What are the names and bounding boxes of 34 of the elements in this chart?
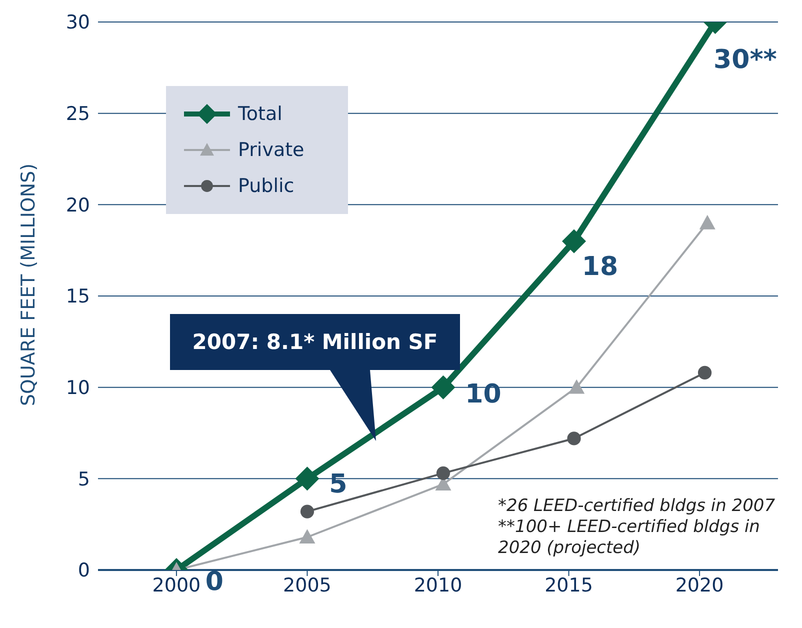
annotation: *26 LEED-certified bldgs in 2007 <box>498 496 776 517</box>
legend-label: Total <box>238 103 282 125</box>
point <box>436 466 450 480</box>
point <box>431 375 456 400</box>
x-tick-label: 2010 <box>414 574 462 596</box>
point <box>568 379 585 394</box>
data-label: 5 <box>329 470 348 500</box>
annotation: **100+ LEED-certified bldgs in 2020 (projected) <box>498 517 761 559</box>
x-tick-label: 2000 <box>152 574 201 596</box>
point <box>295 466 320 491</box>
y-tick-label: 20 <box>66 194 90 216</box>
y-tick-label: 30 <box>66 12 90 34</box>
x-tick-label: 2005 <box>283 574 332 596</box>
x-tick-label: 2015 <box>544 574 593 596</box>
legend-label: Private <box>238 139 304 161</box>
point <box>562 229 586 254</box>
data-label: 0 <box>205 567 224 597</box>
legend-label: Public <box>238 175 294 197</box>
point <box>300 504 314 518</box>
point <box>699 214 716 230</box>
y-tick-label: 15 <box>66 286 90 308</box>
data-label: 30** <box>714 45 778 75</box>
y-tick-label: 5 <box>78 468 90 490</box>
point <box>698 366 712 380</box>
point <box>567 432 581 446</box>
data-label: 18 <box>582 252 618 282</box>
y-tick-label: 0 <box>78 560 90 582</box>
x-tick-label: 2020 <box>675 574 724 596</box>
point <box>299 529 316 544</box>
y-tick-label: 10 <box>66 377 90 400</box>
y-tick-label: 25 <box>66 103 90 126</box>
y-axis-title: SQUARE FEET (MILLIONS) <box>18 163 40 406</box>
annotation: 2007: 8.1* Million SF <box>191 329 439 356</box>
data-label: 10 <box>465 379 502 410</box>
